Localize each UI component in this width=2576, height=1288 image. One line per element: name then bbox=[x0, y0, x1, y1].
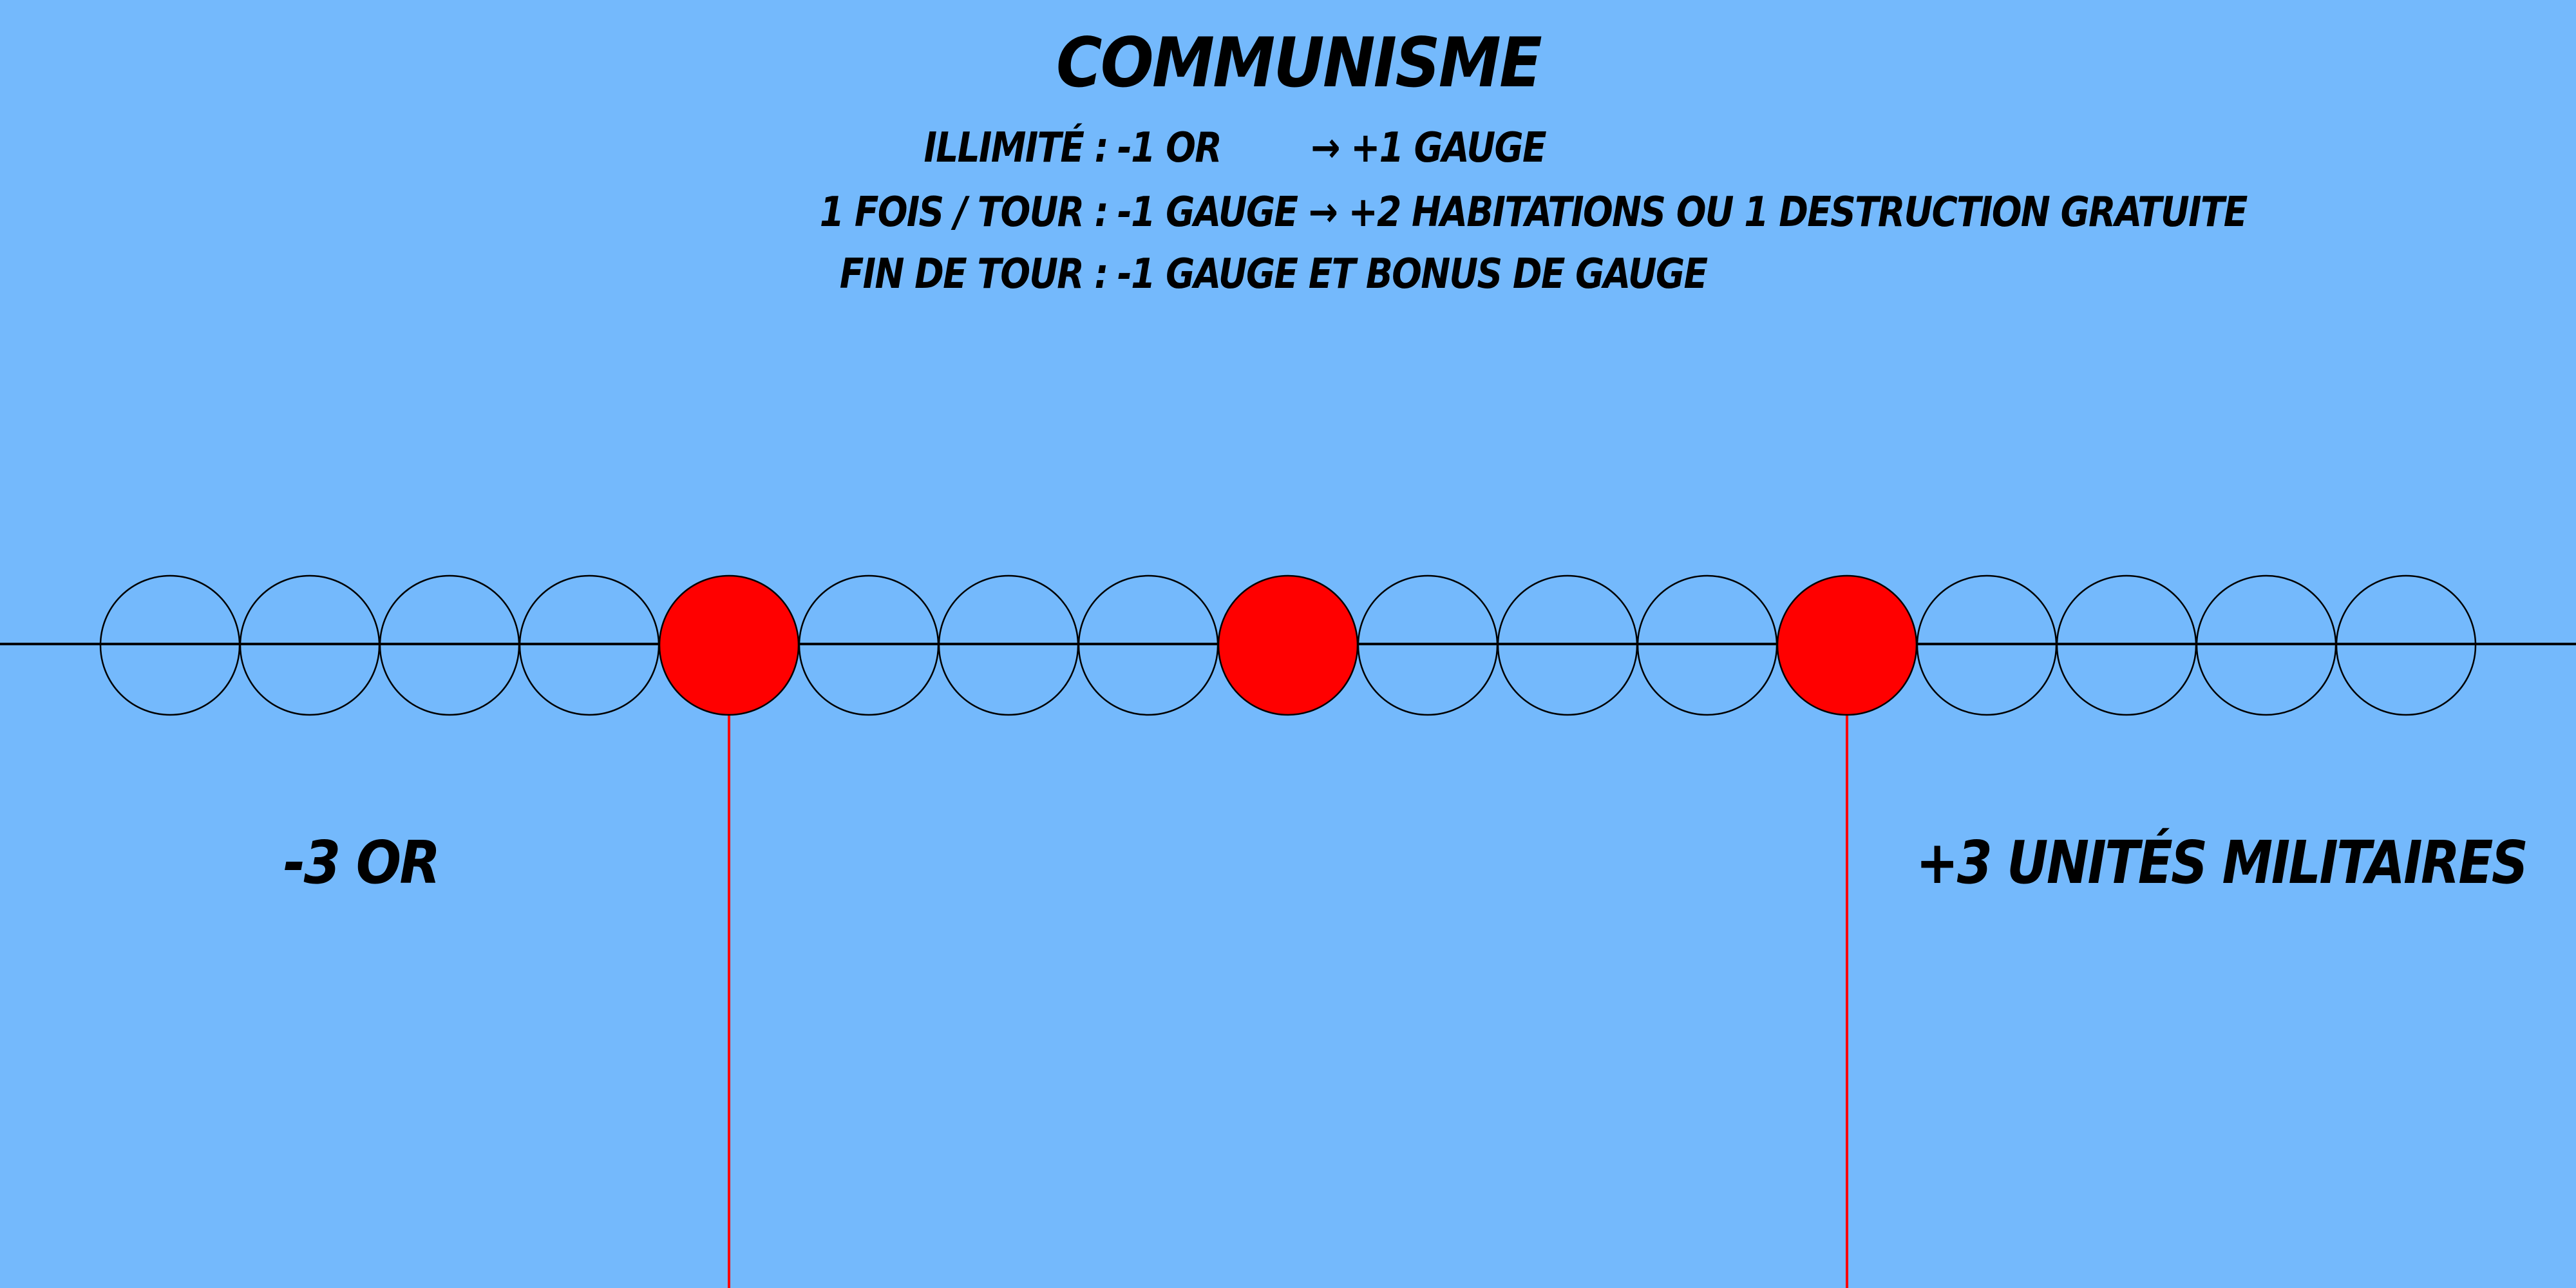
gauge-slot-highlighted bbox=[1218, 576, 1358, 715]
effect-right-label: +3 UNITÉS MILITAIRES bbox=[1916, 831, 2526, 895]
effect-left-label: -3 OR bbox=[283, 831, 439, 895]
gauge-slot-highlighted bbox=[1777, 576, 1917, 715]
gauge-slot-highlighted bbox=[659, 576, 799, 715]
